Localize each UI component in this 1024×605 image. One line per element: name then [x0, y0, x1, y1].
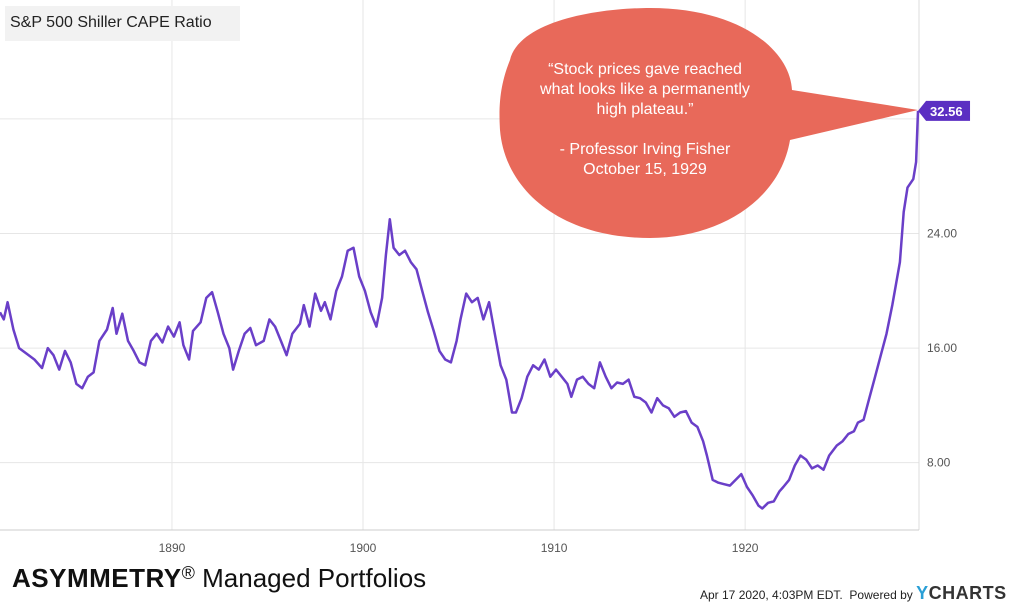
- x-axis-ticks: 1890 1900 1910 1920: [159, 541, 759, 555]
- ycharts-y: Y: [916, 583, 929, 603]
- callout-text: “Stock prices gave reached what looks li…: [510, 60, 780, 180]
- y-tick-label: 24.00: [927, 226, 957, 240]
- chart-title: S&P 500 Shiller CAPE Ratio: [10, 14, 212, 31]
- callout-bubble: [499, 8, 918, 238]
- last-value-label: 32.56: [930, 104, 963, 119]
- quote-line-3: high plateau.”: [596, 101, 694, 118]
- footer-powered-by: Powered by: [849, 588, 913, 602]
- x-tick-label: 1920: [732, 541, 759, 555]
- asymmetry-logo: ASYMMETRY® Managed Portfolios: [12, 563, 426, 594]
- ycharts-rest: CHARTS: [928, 583, 1007, 603]
- y-tick-label: 8.00: [927, 456, 951, 470]
- x-tick-label: 1910: [541, 541, 568, 555]
- ycharts-logo[interactable]: YCHARTS: [916, 583, 1007, 603]
- attribution-line-1: - Professor Irving Fisher: [559, 141, 731, 158]
- logo-reg-mark: ®: [181, 563, 195, 583]
- last-value-badge: 32.56: [918, 100, 971, 121]
- x-tick-label: 1900: [350, 541, 377, 555]
- chart-title-box: [5, 6, 240, 41]
- y-axis-ticks: 8.00 16.00 24.00: [927, 226, 957, 469]
- cape-chart: 1890 1900 1910 1920 8.00 16.00 24.00 32.56: [0, 0, 971, 555]
- quote-line-2: what looks like a permanently: [540, 81, 750, 98]
- footer-timestamp: Apr 17 2020, 4:03PM EDT.: [700, 588, 843, 602]
- footer-attribution: Apr 17 2020, 4:03PM EDT. Powered by YCHA…: [700, 583, 1007, 604]
- y-tick-label: 16.00: [927, 341, 957, 355]
- x-tick-label: 1890: [159, 541, 186, 555]
- attribution-line-2: October 15, 1929: [583, 161, 707, 178]
- quote-line-1: “Stock prices gave reached: [548, 61, 742, 78]
- logo-rest: Managed Portfolios: [194, 563, 427, 593]
- series-line-cape: [0, 110, 920, 510]
- logo-brand: ASYMMETRY: [12, 563, 182, 593]
